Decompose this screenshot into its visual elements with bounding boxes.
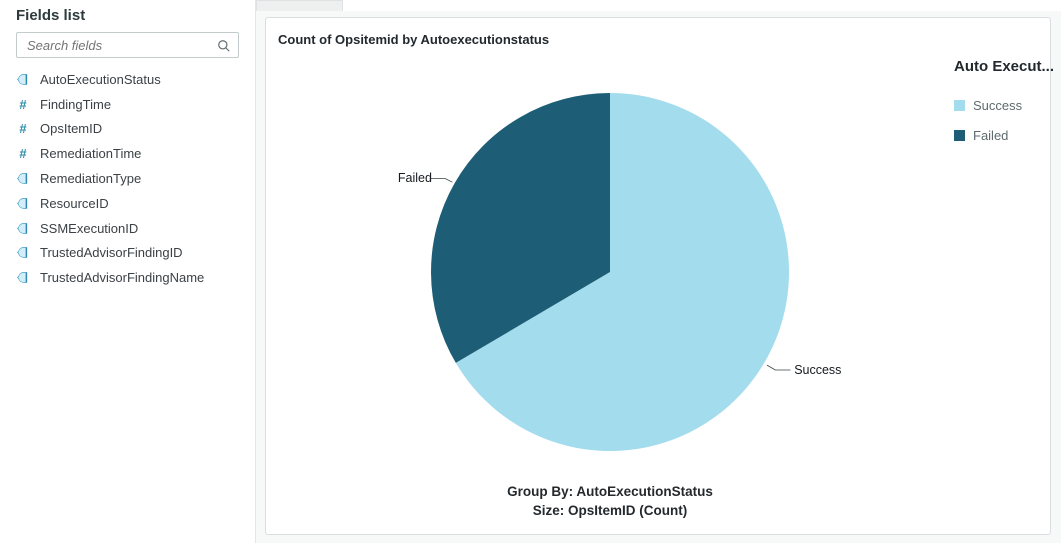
svg-text:Failed: Failed: [398, 171, 432, 185]
svg-text:Success: Success: [794, 363, 841, 377]
